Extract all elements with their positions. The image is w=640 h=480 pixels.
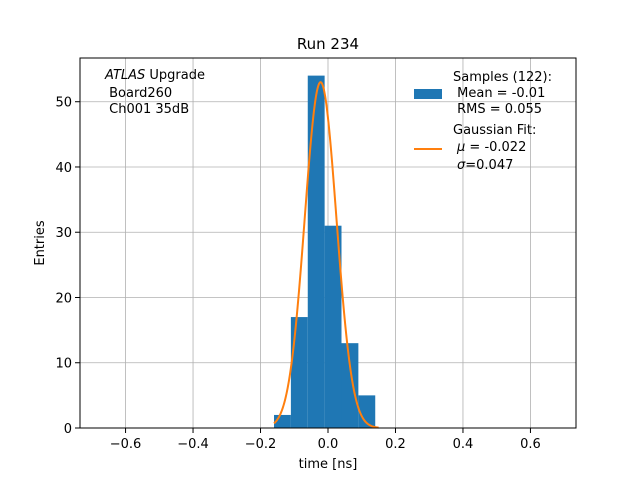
annotation-channel: Ch001 35dB <box>105 102 189 117</box>
y-tick-label-2: 20 <box>55 291 72 306</box>
y-tick-label-0: 0 <box>64 422 72 437</box>
legend-samples-title: Samples (122): <box>453 70 552 85</box>
run-annotation: ATLAS Upgrade Board260 Ch001 35dB <box>104 68 205 117</box>
annotation-board: Board260 <box>105 86 172 101</box>
histogram-bar-2 <box>307 75 325 428</box>
y-tick-label-1: 10 <box>55 357 72 372</box>
histogram-bar-3 <box>324 225 342 428</box>
fit-curve-group <box>273 81 379 429</box>
legend-fit-mu: μ = -0.022 <box>456 140 526 155</box>
x-tick-label-5: 0.4 <box>453 437 474 452</box>
annotation-experiment: ATLAS <box>104 68 145 83</box>
histogram-bar-5 <box>358 395 376 428</box>
mu-value: = -0.022 <box>465 140 526 155</box>
x-tick-label-1: −0.4 <box>177 437 209 452</box>
y-tick-label-5: 50 <box>55 96 72 111</box>
sigma-value: =0.047 <box>465 158 513 173</box>
annotation-upgrade: Upgrade <box>145 68 205 83</box>
y-tick-label-4: 40 <box>55 161 72 176</box>
histogram-bar-1 <box>290 317 308 428</box>
legend-samples-swatch <box>414 89 442 99</box>
mu-symbol: μ <box>456 140 465 155</box>
sigma-symbol: σ <box>457 158 466 173</box>
y-tick-label-3: 30 <box>55 226 72 241</box>
x-tick-label-2: −0.2 <box>245 437 277 452</box>
legend-fit-title: Gaussian Fit: <box>453 123 536 138</box>
x-tick-label-3: 0.0 <box>318 437 339 452</box>
chart-title: Run 234 <box>297 35 359 53</box>
histogram-bar-4 <box>341 343 359 428</box>
x-tick-label-4: 0.2 <box>385 437 406 452</box>
annotation-line-1: ATLAS Upgrade <box>104 68 205 83</box>
x-tick-label-0: −0.6 <box>110 437 142 452</box>
legend-samples-rms: RMS = 0.055 <box>453 102 542 117</box>
y-axis-ticks: 0 10 20 30 40 50 <box>55 96 80 437</box>
legend-fit-sigma: σ=0.047 <box>457 158 513 173</box>
y-axis-label: Entries <box>33 220 48 266</box>
x-tick-label-6: 0.6 <box>520 437 541 452</box>
histogram-bars <box>274 75 376 428</box>
x-axis-ticks: −0.6 −0.4 −0.2 0.0 0.2 0.4 0.6 <box>110 428 541 452</box>
gaussian-fit-curve <box>273 81 379 429</box>
legend-samples-mean: Mean = -0.01 <box>453 86 545 101</box>
x-axis-label: time [ns] <box>299 457 358 472</box>
legend: Samples (122): Mean = -0.01 RMS = 0.055 … <box>414 70 552 173</box>
